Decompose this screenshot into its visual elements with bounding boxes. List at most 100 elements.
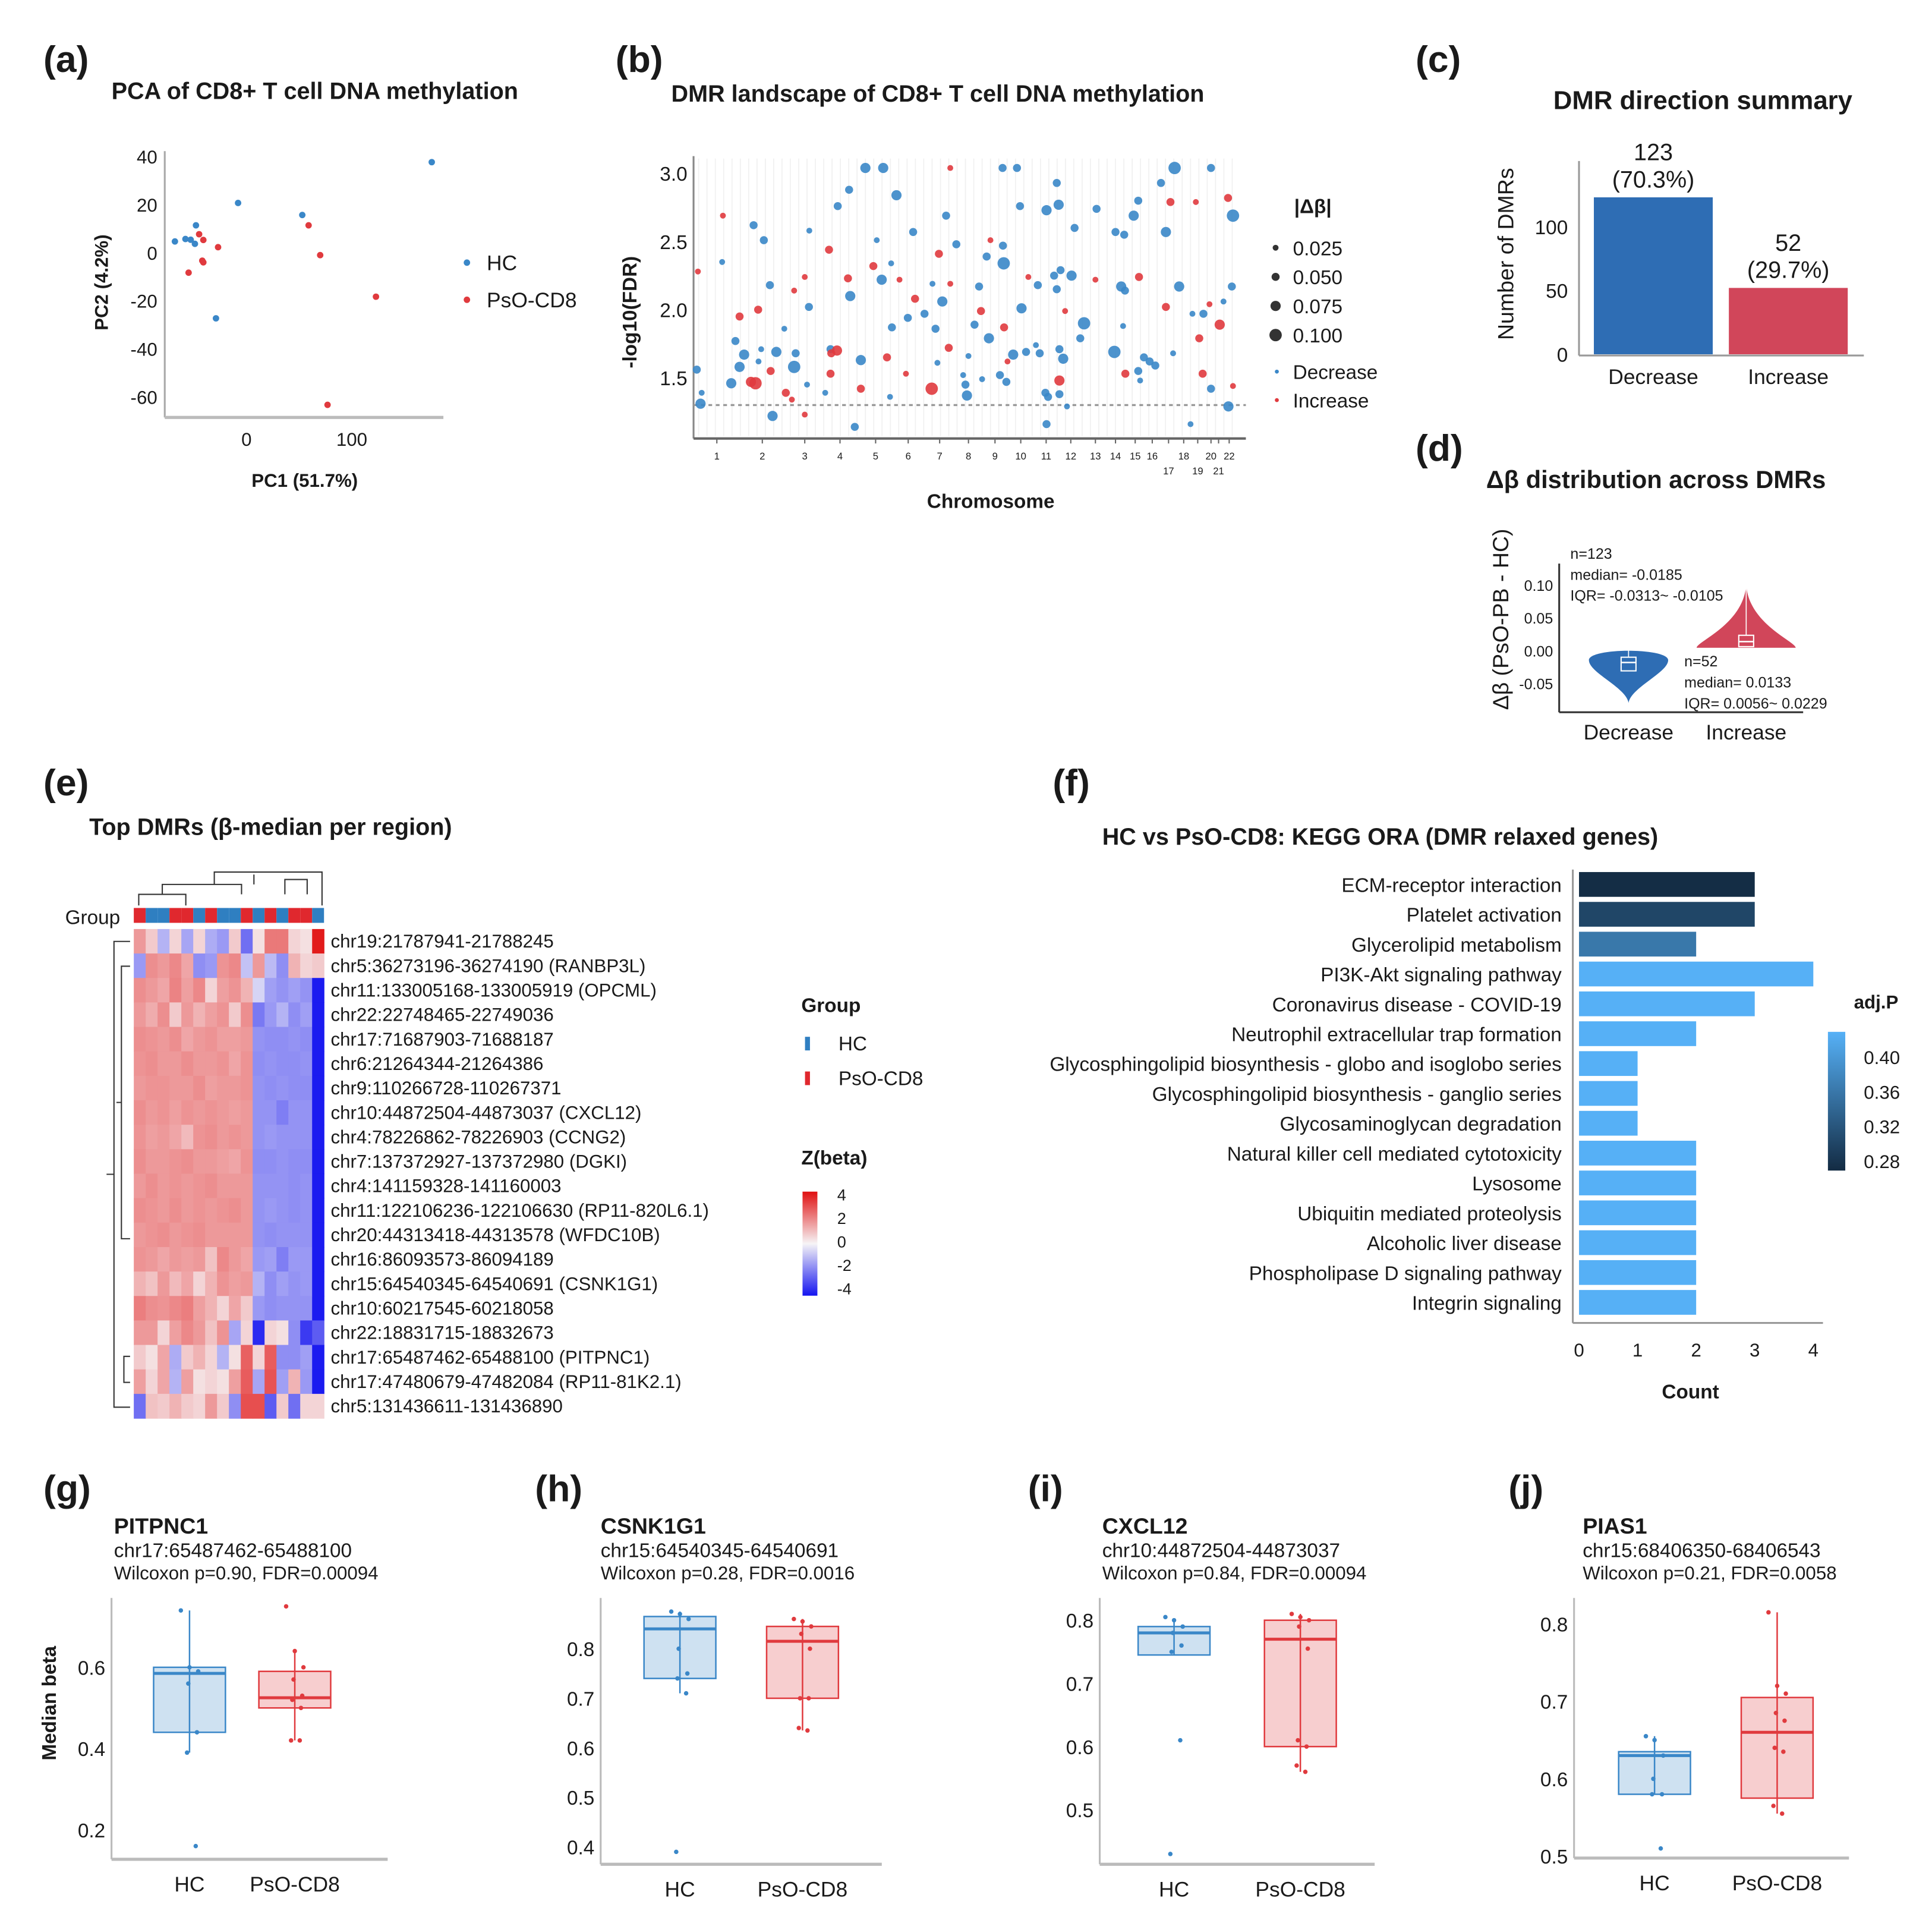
- size-legend-label: 0.050: [1293, 267, 1342, 289]
- data-point: [1179, 1643, 1184, 1648]
- dmr-point-decrease: [758, 346, 764, 352]
- heatmap-cell: [253, 953, 265, 978]
- dmr-point-increase: [1004, 358, 1011, 365]
- dmr-point-increase: [825, 245, 833, 254]
- panel-f-title: HC vs PsO-CD8: KEGG ORA (DMR relaxed gen…: [1102, 824, 1658, 850]
- heatmap-cell: [157, 1393, 170, 1419]
- y-tick-label: -20: [131, 291, 157, 312]
- pathway-bar: [1579, 872, 1755, 897]
- dmr-point-increase: [935, 250, 943, 258]
- violin-annotation: n=52: [1684, 653, 1717, 670]
- heatmap-cell: [253, 1393, 265, 1419]
- heatmap-cell: [193, 1100, 206, 1125]
- data-point: [297, 1738, 302, 1743]
- dmr-point-decrease: [698, 389, 705, 396]
- pathway-bar: [1579, 1081, 1638, 1106]
- heatmap-cell: [157, 1345, 170, 1370]
- dmr-point-decrease: [804, 382, 810, 388]
- heatmap-cell: [134, 1345, 146, 1370]
- heatmap-cell: [217, 1271, 229, 1296]
- chromosome-label: 8: [966, 451, 971, 462]
- dmr-point-decrease: [887, 394, 893, 400]
- panel-d-title: Δβ distribution across DMRs: [1486, 465, 1826, 493]
- chromosome-label: 15: [1130, 451, 1141, 462]
- color-legend-key: [1275, 369, 1279, 374]
- dmr-point-increase: [1025, 274, 1032, 280]
- heatmap-cell: [181, 1149, 194, 1175]
- dmr-point-increase: [789, 396, 795, 403]
- heatmap-cell: [241, 1075, 253, 1101]
- dmr-point-decrease: [952, 240, 961, 248]
- dmr-point-decrease: [1134, 367, 1143, 375]
- row-dendrogram: [106, 940, 130, 1408]
- heatmap-cell: [157, 978, 170, 1003]
- dmr-point-decrease: [1121, 287, 1129, 295]
- heatmap-cell: [229, 1149, 241, 1175]
- heatmap-cell: [205, 928, 218, 954]
- row-label: chr7:137372927-137372980 (DGKI): [330, 1151, 627, 1172]
- dmr-point-decrease: [805, 303, 813, 311]
- group-legend-title: Group: [801, 995, 861, 1017]
- panel-e-title: Top DMRs (β-median per region): [89, 814, 452, 841]
- heatmap-cell: [134, 1198, 146, 1223]
- heatmap-cell: [288, 1222, 301, 1248]
- heatmap-cell: [146, 1320, 158, 1346]
- heatmap-cell: [193, 1369, 206, 1395]
- data-point-pso-cd8: [317, 251, 324, 259]
- colorbar-tick-label: 0: [837, 1232, 846, 1251]
- dmr-point-decrease: [1189, 310, 1196, 317]
- heatmap-cell: [241, 1393, 253, 1419]
- dmr-point-decrease: [965, 352, 972, 359]
- heatmap-cell: [146, 1027, 158, 1052]
- dmr-point-decrease: [961, 380, 970, 389]
- row-label: chr6:21264344-21264386: [330, 1053, 543, 1074]
- dmr-point-increase: [802, 411, 808, 418]
- heatmap-cell: [134, 1320, 146, 1346]
- y-axis-label: -log10(FDR): [619, 256, 641, 369]
- chromosome-label: 12: [1066, 451, 1077, 462]
- dmr-point-decrease: [1199, 310, 1208, 318]
- data-point: [1643, 1734, 1649, 1739]
- heatmap-cell: [157, 1002, 170, 1028]
- heatmap-cell: [146, 1198, 158, 1223]
- data-point: [686, 1616, 691, 1622]
- heatmap-cell: [312, 1247, 324, 1272]
- dmr-point-decrease: [984, 333, 994, 344]
- dmr-point-decrease: [1056, 266, 1065, 275]
- heatmap-cell: [169, 1027, 182, 1052]
- heatmap-cell: [312, 1173, 324, 1199]
- heatmap-cell: [134, 1075, 146, 1101]
- heatmap-cell: [264, 1125, 277, 1150]
- colorbar-tick-label: 4: [837, 1185, 846, 1204]
- heatmap-cell: [229, 1002, 241, 1028]
- data-point-pso-cd8: [200, 237, 207, 244]
- data-point: [677, 1611, 682, 1617]
- dmr-point-increase: [903, 370, 909, 377]
- wilcoxon-stats: Wilcoxon p=0.21, FDR=0.0058: [1583, 1563, 1836, 1584]
- data-point: [290, 1697, 295, 1702]
- heatmap-cell: [312, 1222, 324, 1248]
- heatmap-cell: [217, 1247, 229, 1272]
- heatmap-cell: [264, 1296, 277, 1321]
- heatmap-cell: [193, 978, 206, 1003]
- x-tick-label: Decrease: [1584, 720, 1674, 744]
- dmr-point-decrease: [1228, 282, 1236, 291]
- dmr-point-decrease: [833, 202, 842, 210]
- legend-key-pso-cd8: [464, 296, 471, 303]
- pathway-label: Platelet activation: [1407, 905, 1562, 927]
- heatmap-cell: [264, 1002, 277, 1028]
- heatmap-cell: [253, 1320, 265, 1346]
- dmr-point-decrease: [759, 236, 768, 244]
- box-hc: [153, 1666, 226, 1733]
- dmr-point-decrease: [942, 212, 950, 220]
- heatmap-cell: [193, 1296, 206, 1321]
- heatmap-cell: [276, 1369, 289, 1395]
- row-label: chr17:47480679-47482084 (RP11-81K2.1): [330, 1371, 681, 1392]
- heatmap-cell: [264, 1369, 277, 1395]
- heatmap-cell: [276, 1198, 289, 1223]
- heatmap-cell: [217, 978, 229, 1003]
- dmr-point-decrease: [997, 257, 1010, 270]
- heatmap-cell: [241, 1345, 253, 1370]
- x-tick-label: PsO-CD8: [1255, 1877, 1345, 1901]
